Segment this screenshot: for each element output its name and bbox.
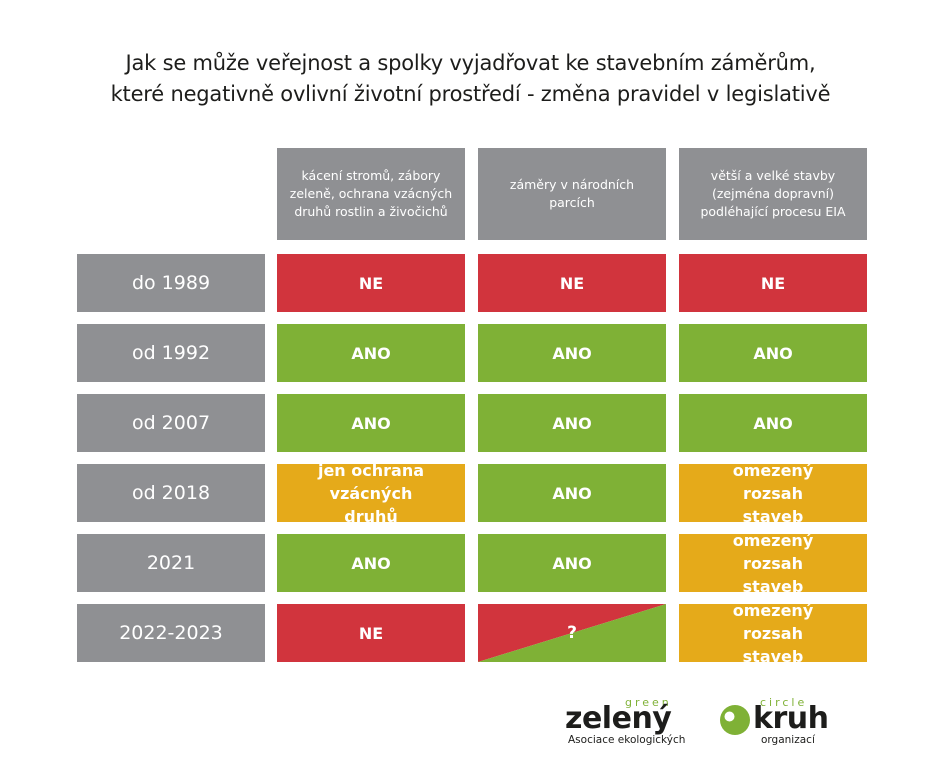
logo-green-word: green xyxy=(625,696,672,709)
table-cell: NE xyxy=(277,604,465,662)
row-label: do 1989 xyxy=(77,254,265,312)
table-cell: ANO xyxy=(277,394,465,452)
zeleny-kruh-logo: green circle zelený kruh Asociace ekolog… xyxy=(565,696,865,746)
table-cell: ANO xyxy=(478,324,666,382)
row-label: od 1992 xyxy=(77,324,265,382)
column-header-national-parks: záměry v národních parcích xyxy=(478,148,666,240)
table-cell: omezený rozsah staveb xyxy=(679,601,867,666)
table-cell-split: ? xyxy=(478,604,666,662)
table-cell: ANO xyxy=(478,464,666,522)
table-cell: omezený rozsah staveb xyxy=(679,531,867,596)
table-cell: ANO xyxy=(679,394,867,452)
column-header-trees: kácení stromů, zábory zeleně, ochrana vz… xyxy=(277,148,465,240)
circle-logo-icon xyxy=(720,705,750,735)
row-label: od 2018 xyxy=(77,464,265,522)
row-label: 2021 xyxy=(77,534,265,592)
logo-word-kruh: kruh xyxy=(753,701,829,736)
column-header-eia: větší a velké stavby (zejména dopravní) … xyxy=(679,148,867,240)
table-cell: omezený rozsah staveb xyxy=(679,461,867,526)
title-line-1: Jak se může veřejnost a spolky vyjadřova… xyxy=(125,51,816,75)
table-cell: NE xyxy=(478,254,666,312)
table-cell: NE xyxy=(277,254,465,312)
logo-subtitle-1: Asociace ekologických xyxy=(568,734,686,746)
table-cell: NE xyxy=(679,254,867,312)
table-cell: ANO xyxy=(478,394,666,452)
logo-subtitle-2: organizací xyxy=(761,734,815,746)
table-cell: ANO xyxy=(277,324,465,382)
logo-word-zeleny: zelený xyxy=(565,701,672,736)
table-cell: ANO xyxy=(478,534,666,592)
unknown-mark: ? xyxy=(567,623,577,643)
table-cell: ANO xyxy=(277,534,465,592)
table-cell: jen ochrana vzácných druhů xyxy=(277,461,465,526)
page-title: Jak se může veřejnost a spolky vyjadřova… xyxy=(0,48,941,110)
split-red-green-graphic xyxy=(478,604,666,662)
table-cell: ANO xyxy=(679,324,867,382)
row-label: 2022-2023 xyxy=(77,604,265,662)
title-line-2: které negativně ovlivní životní prostřed… xyxy=(110,82,831,106)
row-label: od 2007 xyxy=(77,394,265,452)
logo-circle-word: circle xyxy=(760,696,808,709)
